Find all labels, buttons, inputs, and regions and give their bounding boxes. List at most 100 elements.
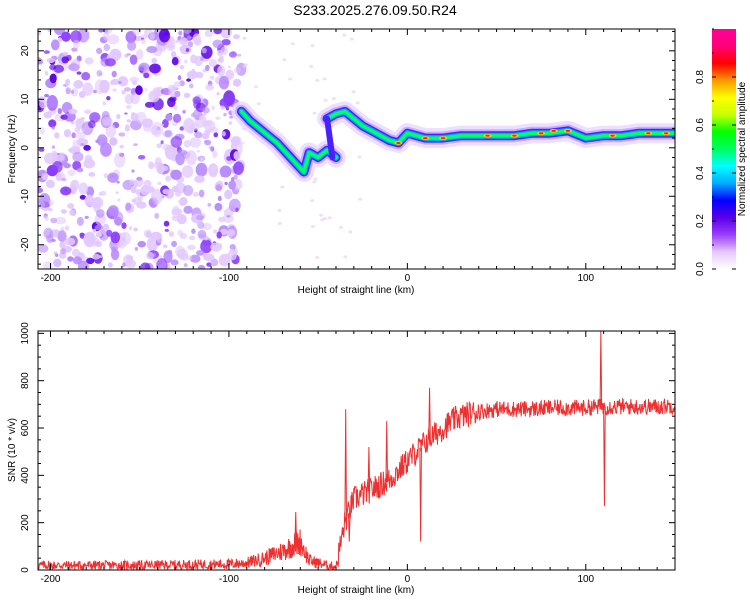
noise-blob xyxy=(213,229,218,235)
noise-blob xyxy=(80,117,85,120)
noise-blob xyxy=(146,46,158,53)
noise-blob xyxy=(61,31,71,42)
noise-blob xyxy=(310,44,315,48)
noise-blob xyxy=(79,232,84,237)
noise-blob xyxy=(169,96,177,102)
noise-blob xyxy=(170,259,179,266)
noise-blob xyxy=(58,37,62,43)
noise-blob xyxy=(192,33,201,45)
noise-blob xyxy=(179,126,185,131)
noise-blob xyxy=(280,185,285,189)
noise-blob xyxy=(224,189,233,200)
snr-x-tick-label: -100 xyxy=(219,574,239,585)
noise-blob xyxy=(164,129,173,138)
noise-blob xyxy=(72,39,80,49)
noise-blob xyxy=(38,244,49,253)
noise-blob xyxy=(177,75,182,81)
noise-blob xyxy=(165,175,172,182)
noise-blob xyxy=(130,93,141,105)
noise-blob xyxy=(189,254,201,263)
signal-hotspot-core xyxy=(396,141,401,144)
noise-blob xyxy=(233,178,243,191)
noise-blob xyxy=(137,155,146,160)
noise-blob xyxy=(171,185,180,193)
signal-hotspot-core xyxy=(646,132,651,135)
noise-blob xyxy=(205,64,210,71)
noise-blob xyxy=(228,51,237,58)
colorbar-tick-label: 0.6 xyxy=(695,118,706,132)
noise-blob xyxy=(168,231,175,237)
noise-blob xyxy=(98,229,109,241)
colorbar-tick-label: 0.2 xyxy=(695,214,706,228)
noise-blob xyxy=(44,71,49,76)
noise-blob xyxy=(205,84,214,91)
snr-y-axis: 0 200 400 600 800 1000 xyxy=(20,322,675,573)
noise-blob xyxy=(183,205,193,214)
snr-x-tick-label: 0 xyxy=(405,574,411,585)
noise-blob xyxy=(178,149,188,156)
noise-blob xyxy=(288,77,293,81)
noise-blob xyxy=(84,57,94,65)
noise-blob xyxy=(65,78,71,86)
noise-blob xyxy=(143,72,150,79)
noise-blob xyxy=(331,97,336,100)
signal-hotspot-core xyxy=(663,132,669,135)
noise-blob xyxy=(183,118,195,133)
noise-blob xyxy=(312,111,317,115)
noise-blob xyxy=(167,84,177,92)
noise-blob xyxy=(135,85,143,96)
noise-blob xyxy=(165,113,173,121)
noise-blob xyxy=(315,78,320,82)
noise-blob xyxy=(131,169,135,173)
noise-blob xyxy=(175,39,180,44)
noise-blob xyxy=(49,73,57,84)
noise-blob xyxy=(191,228,196,234)
noise-blob xyxy=(203,253,215,261)
noise-blob xyxy=(226,215,231,218)
noise-blob xyxy=(217,195,222,202)
noise-blob xyxy=(198,189,205,198)
noise-blob xyxy=(213,29,222,35)
noise-blob xyxy=(194,131,203,139)
noise-blob xyxy=(92,228,97,232)
noise-blob xyxy=(131,198,136,203)
noise-blob xyxy=(183,140,192,148)
noise-blob xyxy=(38,31,42,36)
noise-blob xyxy=(67,256,74,262)
noise-blob xyxy=(228,180,237,190)
noise-blob xyxy=(112,88,117,92)
noise-blob xyxy=(126,53,131,56)
noise-blob xyxy=(282,58,287,62)
noise-blob xyxy=(327,216,332,220)
noise-blob xyxy=(111,70,117,78)
noise-blob xyxy=(175,152,185,166)
noise-blob xyxy=(290,42,295,46)
noise-blob xyxy=(125,202,132,211)
noise-blob xyxy=(38,152,41,156)
noise-blob xyxy=(60,248,66,255)
noise-blob xyxy=(163,250,173,264)
noise-blob xyxy=(94,79,106,94)
page-title: S233.2025.276.09.50.R24 xyxy=(293,2,457,18)
spectrogram-y-label: Frequency (Hz) xyxy=(7,115,18,184)
spectrogram-x-label: Height of straight line (km) xyxy=(298,285,415,296)
spectrogram-noise-region xyxy=(38,29,363,269)
noise-blob xyxy=(126,119,131,123)
signal-hotspot-core xyxy=(565,129,571,132)
noise-blob xyxy=(95,232,103,238)
noise-blob xyxy=(194,175,205,183)
noise-blob xyxy=(187,244,196,251)
noise-blob xyxy=(162,244,168,249)
noise-blob xyxy=(103,32,110,41)
noise-blob xyxy=(183,185,194,196)
noise-blob xyxy=(171,51,177,58)
noise-blob xyxy=(121,90,126,95)
noise-blob xyxy=(98,29,104,33)
colorbar-tick-label: 0.0 xyxy=(695,262,706,276)
noise-blob xyxy=(342,33,347,37)
noise-blob xyxy=(217,49,223,56)
signal-hotspot-core xyxy=(485,134,490,137)
noise-blob xyxy=(116,180,120,184)
snr-x-tick-label: 100 xyxy=(577,574,594,585)
noise-blob xyxy=(39,127,45,135)
